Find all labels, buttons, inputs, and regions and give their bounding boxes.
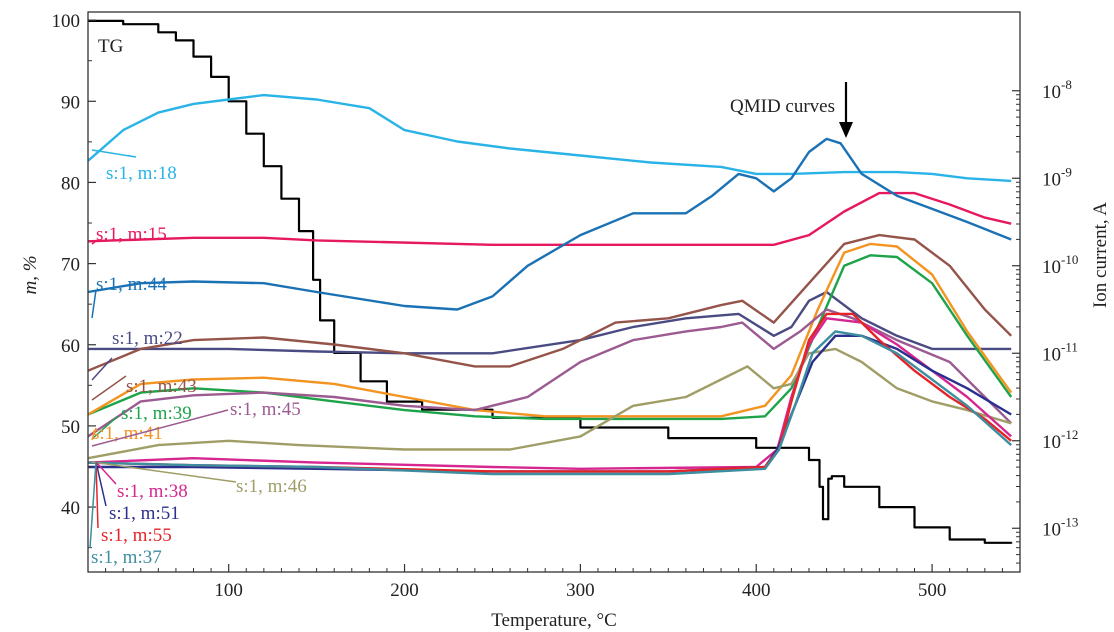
y-left-tick-label-80: 80 bbox=[61, 173, 80, 194]
label-m41-text: s:1, m:41 bbox=[92, 423, 163, 444]
label-m55: s:1, m:55 bbox=[95, 461, 172, 546]
y-left-axis-label-text: m, % bbox=[20, 255, 41, 294]
x-tick-label-500: 500 bbox=[918, 580, 947, 601]
label-m45: s:1, m:45 bbox=[91, 399, 301, 447]
label-m22-leader bbox=[91, 357, 113, 381]
series-line-s-1-m-43 bbox=[87, 233, 1013, 372]
label-m22: s:1, m:22 bbox=[91, 328, 183, 381]
y-left-tick-label-90: 90 bbox=[61, 92, 80, 113]
label-m18: s:1, m:18 bbox=[91, 149, 177, 184]
label-m37-text: s:1, m:37 bbox=[91, 547, 162, 568]
series-lines bbox=[87, 19, 1013, 544]
series-line-s-1-m-44 bbox=[87, 137, 1012, 311]
label-m41: s:1, m:41 bbox=[91, 423, 163, 444]
label-m55-leader bbox=[95, 461, 99, 529]
y-left-tick-label-100: 100 bbox=[52, 11, 81, 32]
y-right-tick-label--12: 10-12 bbox=[1042, 427, 1078, 453]
label-m37-leader bbox=[89, 461, 97, 549]
label-m18-text: s:1, m:18 bbox=[106, 163, 177, 184]
label-m43: s:1, m:43 bbox=[91, 375, 197, 401]
tg-annotation: TG bbox=[98, 36, 124, 57]
x-axis-label: Temperature, °C bbox=[491, 610, 617, 631]
label-m55-text: s:1, m:55 bbox=[101, 525, 172, 546]
series-line-s-1-m-46 bbox=[87, 347, 1012, 460]
series-line-s-1-m-18 bbox=[87, 93, 1012, 183]
y-left-axis-label: m, % bbox=[20, 255, 41, 294]
series-line-s-1-m-38 bbox=[87, 317, 1013, 470]
label-m51: s:1, m:51 bbox=[95, 461, 180, 524]
series-line-s-1-m-51 bbox=[88, 334, 1012, 473]
y-right-axis-label: Ion current, A bbox=[1090, 202, 1111, 308]
x-tick-label-300: 300 bbox=[566, 580, 595, 601]
label-m45-text: s:1, m:45 bbox=[230, 399, 301, 420]
label-m15-leader bbox=[91, 240, 97, 245]
qmid-arrow bbox=[839, 82, 853, 138]
label-m38-text: s:1, m:38 bbox=[117, 481, 188, 502]
y-right-tick-label--13: 10-13 bbox=[1042, 514, 1078, 540]
label-m51-leader bbox=[95, 461, 107, 507]
label-m38-leader bbox=[95, 461, 117, 485]
series-line-s-1-m-37 bbox=[87, 330, 1012, 476]
y-left-tick-label-70: 70 bbox=[61, 255, 80, 276]
label-m38: s:1, m:38 bbox=[95, 461, 188, 502]
label-m51-text: s:1, m:51 bbox=[109, 503, 180, 524]
label-m39: s:1, m:39 bbox=[91, 403, 192, 440]
series-line-s-1-m-41 bbox=[87, 242, 1013, 418]
y-right-tick-label--11: 10-11 bbox=[1042, 339, 1078, 365]
axis-ticks: 100 200 300 400 500 40 50 60 70 80 90 100 10-8 10-9 10… bbox=[52, 11, 1079, 601]
label-m39-leader bbox=[91, 415, 119, 440]
label-m18-leader bbox=[91, 149, 137, 158]
label-m45-leader bbox=[91, 409, 229, 447]
y-left-tick-label-50: 50 bbox=[61, 417, 80, 438]
series-line-s-1-m-55 bbox=[87, 312, 1012, 473]
qmid-annotation: QMID curves bbox=[730, 96, 835, 117]
qmid-arrow-head bbox=[839, 122, 853, 138]
y-left-tick-label-40: 40 bbox=[61, 498, 80, 519]
series-line-s-1-m-22 bbox=[88, 290, 1012, 355]
label-m37: s:1, m:37 bbox=[89, 461, 162, 568]
series-line-s-1-m-15 bbox=[87, 191, 1012, 246]
label-m22-text: s:1, m:22 bbox=[112, 328, 183, 349]
x-tick-label-100: 100 bbox=[214, 580, 243, 601]
series-labels: s:1, m:18 s:1, m:15 s:1, m:44 s:1, m:22 … bbox=[89, 149, 307, 568]
label-m44: s:1, m:44 bbox=[91, 274, 167, 319]
label-m39-text: s:1, m:39 bbox=[121, 403, 192, 424]
series-line-s-1-m-45 bbox=[87, 308, 1013, 438]
x-tick-label-400: 400 bbox=[742, 580, 771, 601]
label-m15: s:1, m:15 bbox=[91, 224, 167, 245]
label-m44-text: s:1, m:44 bbox=[96, 274, 167, 295]
label-m46-leader bbox=[91, 461, 237, 483]
y-left-tick-label-60: 60 bbox=[61, 336, 80, 357]
label-m46: s:1, m:46 bbox=[91, 461, 307, 497]
series-line-tg bbox=[88, 19, 1013, 544]
y-right-tick-label--9: 10-9 bbox=[1042, 164, 1072, 190]
label-m15-text: s:1, m:15 bbox=[96, 224, 167, 245]
label-m46-text: s:1, m:46 bbox=[236, 476, 307, 497]
y-right-tick-label--10: 10-10 bbox=[1042, 252, 1078, 278]
x-tick-label-200: 200 bbox=[390, 580, 419, 601]
label-m44-leader bbox=[91, 289, 97, 319]
label-m43-text: s:1, m:43 bbox=[126, 376, 197, 397]
y-right-tick-label--8: 10-8 bbox=[1042, 77, 1072, 103]
label-m41-leader bbox=[91, 427, 97, 441]
label-m43-leader bbox=[91, 375, 127, 401]
